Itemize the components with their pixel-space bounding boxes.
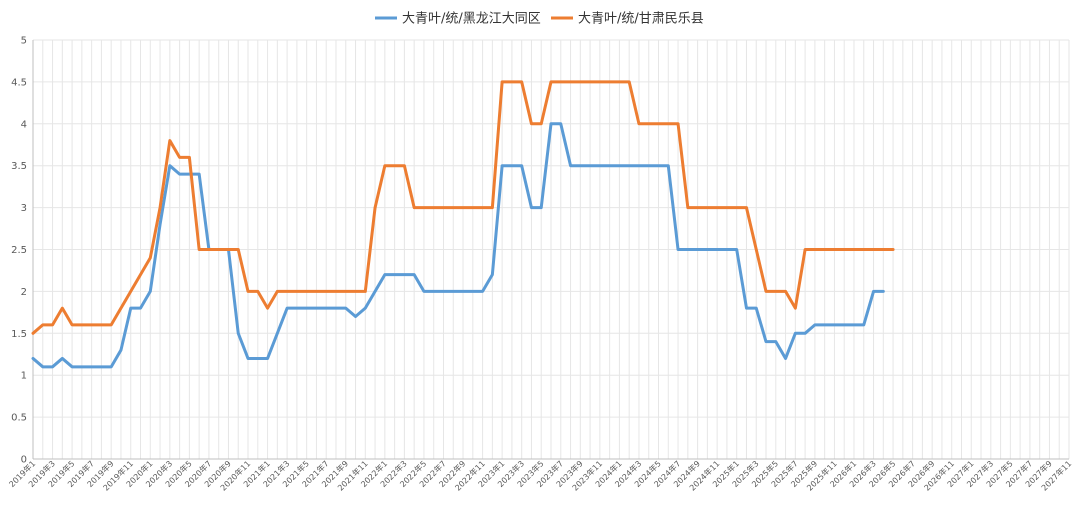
legend-label: 大青叶/统/甘肃民乐县 [578,12,704,27]
y-tick-label: 4 [21,119,27,130]
y-tick-label: 5 [21,36,27,47]
series-lines [31,80,895,369]
y-tick-label: 0 [21,455,27,466]
axes: 00.511.522.533.544.552019年12019年32019年52… [7,36,1074,493]
y-tick-label: 2 [21,287,27,298]
series-line-1 [31,122,885,369]
y-tick-label: 1.5 [11,329,27,340]
y-tick-label: 4.5 [11,77,27,88]
y-tick-label: 3 [21,203,27,214]
gridlines [32,39,1070,460]
y-tick-label: 0.5 [11,413,27,424]
y-tick-label: 2.5 [11,245,27,256]
y-tick-label: 3.5 [11,161,27,172]
y-tick-label: 1 [21,371,27,382]
legend: 大青叶/统/黑龙江大同区 大青叶/统/甘肃民乐县 [375,12,704,27]
series-line-2 [31,80,895,335]
legend-label: 大青叶/统/黑龙江大同区 [402,12,541,27]
